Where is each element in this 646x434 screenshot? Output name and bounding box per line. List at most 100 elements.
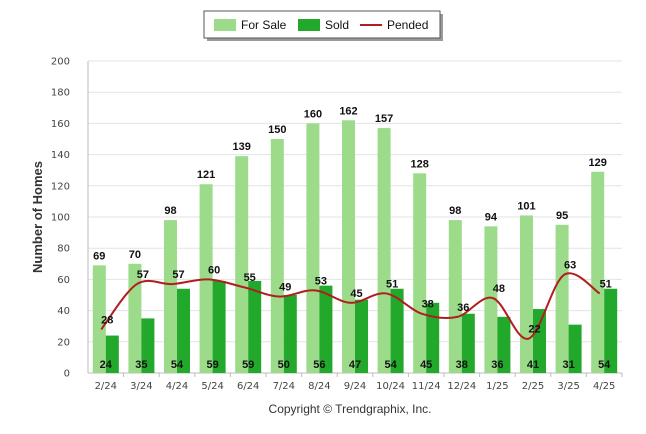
y-tick-label: 200 xyxy=(51,57,70,68)
bar-sold xyxy=(283,295,297,373)
pended-data-label: 51 xyxy=(600,278,612,290)
y-tick-label: 0 xyxy=(64,369,70,380)
for-sale-data-label: 157 xyxy=(375,113,393,125)
y-tick-label: 40 xyxy=(57,306,70,317)
x-tick-label: 8/24 xyxy=(308,381,330,392)
pended-data-label: 49 xyxy=(279,282,291,294)
y-tick-label: 140 xyxy=(51,150,70,161)
pended-data-label: 48 xyxy=(493,283,505,295)
x-tick-label: 4/24 xyxy=(166,381,188,392)
bar-for-sale xyxy=(377,128,391,373)
bar-sold xyxy=(141,318,155,373)
bar-for-sale xyxy=(484,226,498,373)
for-sale-data-label: 98 xyxy=(164,205,176,217)
y-tick-label: 100 xyxy=(51,213,70,224)
bar-for-sale xyxy=(520,215,533,373)
y-tick-label: 160 xyxy=(51,119,70,130)
sold-data-label: 45 xyxy=(420,359,432,371)
for-sale-data-label: 69 xyxy=(93,250,105,262)
x-tick-label: 2/25 xyxy=(522,381,544,392)
for-sale-data-label: 160 xyxy=(304,108,322,120)
pended-data-label: 57 xyxy=(137,269,149,281)
bar-sold xyxy=(390,288,404,373)
pended-data-label: 55 xyxy=(244,272,256,284)
legend-label-for-sale: For Sale xyxy=(241,18,287,32)
pended-data-label: 60 xyxy=(208,264,220,276)
for-sale-data-label: 95 xyxy=(556,210,568,222)
sold-data-label: 54 xyxy=(171,359,184,371)
for-sale-data-label: 98 xyxy=(449,205,461,217)
x-tick-label: 5/24 xyxy=(201,381,223,392)
pended-data-label: 53 xyxy=(315,275,327,287)
for-sale-data-label: 129 xyxy=(589,157,607,169)
y-axis-label: Number of Homes xyxy=(30,161,45,273)
for-sale-data-label: 101 xyxy=(517,200,535,212)
sold-data-label: 59 xyxy=(242,359,254,371)
bar-for-sale xyxy=(92,265,106,373)
y-tick-label: 120 xyxy=(51,181,70,192)
pended-data-label: 28 xyxy=(101,314,113,326)
pended-line xyxy=(100,272,601,340)
y-tick-label: 60 xyxy=(57,275,70,286)
legend-label-sold: Sold xyxy=(325,18,349,32)
sold-data-label: 38 xyxy=(456,359,468,371)
pended-line-path xyxy=(100,272,601,340)
x-tick-label: 7/24 xyxy=(273,381,295,392)
x-tick-label: 6/24 xyxy=(237,381,259,392)
bar-sold xyxy=(212,280,226,373)
sold-data-label: 56 xyxy=(313,359,325,371)
bar-sold xyxy=(105,335,119,373)
for-sale-data-label: 70 xyxy=(129,249,141,261)
bar-sold xyxy=(461,313,475,373)
pended-data-label: 63 xyxy=(564,260,576,272)
x-tick-label: 10/24 xyxy=(376,381,405,392)
pended-data-label: 57 xyxy=(172,269,184,281)
x-tick-label: 11/24 xyxy=(412,381,441,392)
bar-sold xyxy=(319,285,333,373)
bar-for-sale xyxy=(448,220,462,373)
bar-sold xyxy=(177,288,190,373)
bar-for-sale xyxy=(591,171,605,373)
bar-for-sale xyxy=(164,220,177,373)
for-sale-data-label: 139 xyxy=(233,141,251,153)
bar-sold xyxy=(568,324,582,373)
x-tick-label: 2/24 xyxy=(95,381,117,392)
pended-data-label: 36 xyxy=(457,302,469,314)
sold-data-label: 47 xyxy=(349,359,361,371)
for-sale-data-label: 128 xyxy=(411,158,429,170)
bar-sold xyxy=(248,280,262,373)
bar-for-sale xyxy=(555,224,569,373)
sold-data-label: 41 xyxy=(527,359,539,371)
legend-swatch-for-sale xyxy=(214,19,236,31)
bar-for-sale xyxy=(270,139,284,373)
x-tick-label: 12/24 xyxy=(447,381,476,392)
pended-data-label: 51 xyxy=(386,278,398,290)
data-labels: 69 24 70 35 98 54 121 59 139 59 150 50 160 56 162 47 157… xyxy=(93,105,612,371)
x-tick-label: 3/25 xyxy=(557,381,579,392)
sold-data-label: 35 xyxy=(135,359,147,371)
bar-for-sale xyxy=(306,123,320,374)
sold-data-label: 36 xyxy=(491,359,503,371)
x-tick-label: 3/24 xyxy=(130,381,152,392)
bar-sold xyxy=(426,302,440,373)
bar-sold xyxy=(533,309,546,373)
sold-data-label: 50 xyxy=(278,359,290,371)
pended-data-label: 22 xyxy=(528,324,540,336)
bar-sold xyxy=(355,299,368,373)
bar-for-sale xyxy=(235,156,249,373)
pended-data-label: 45 xyxy=(350,288,362,300)
y-tick-label: 20 xyxy=(57,337,70,348)
pended-data-label: 38 xyxy=(422,299,434,311)
for-sale-data-label: 162 xyxy=(339,105,357,117)
legend-label-pended: Pended xyxy=(387,18,428,32)
bar-sold xyxy=(497,316,511,373)
sold-data-label: 31 xyxy=(562,359,574,371)
x-tick-label: 1/25 xyxy=(486,381,508,392)
legend-box xyxy=(203,10,441,39)
x-tick-label: 4/25 xyxy=(593,381,615,392)
sold-data-label: 54 xyxy=(598,359,611,371)
x-tick-label: 9/24 xyxy=(344,381,366,392)
y-tick-label: 80 xyxy=(57,244,70,255)
